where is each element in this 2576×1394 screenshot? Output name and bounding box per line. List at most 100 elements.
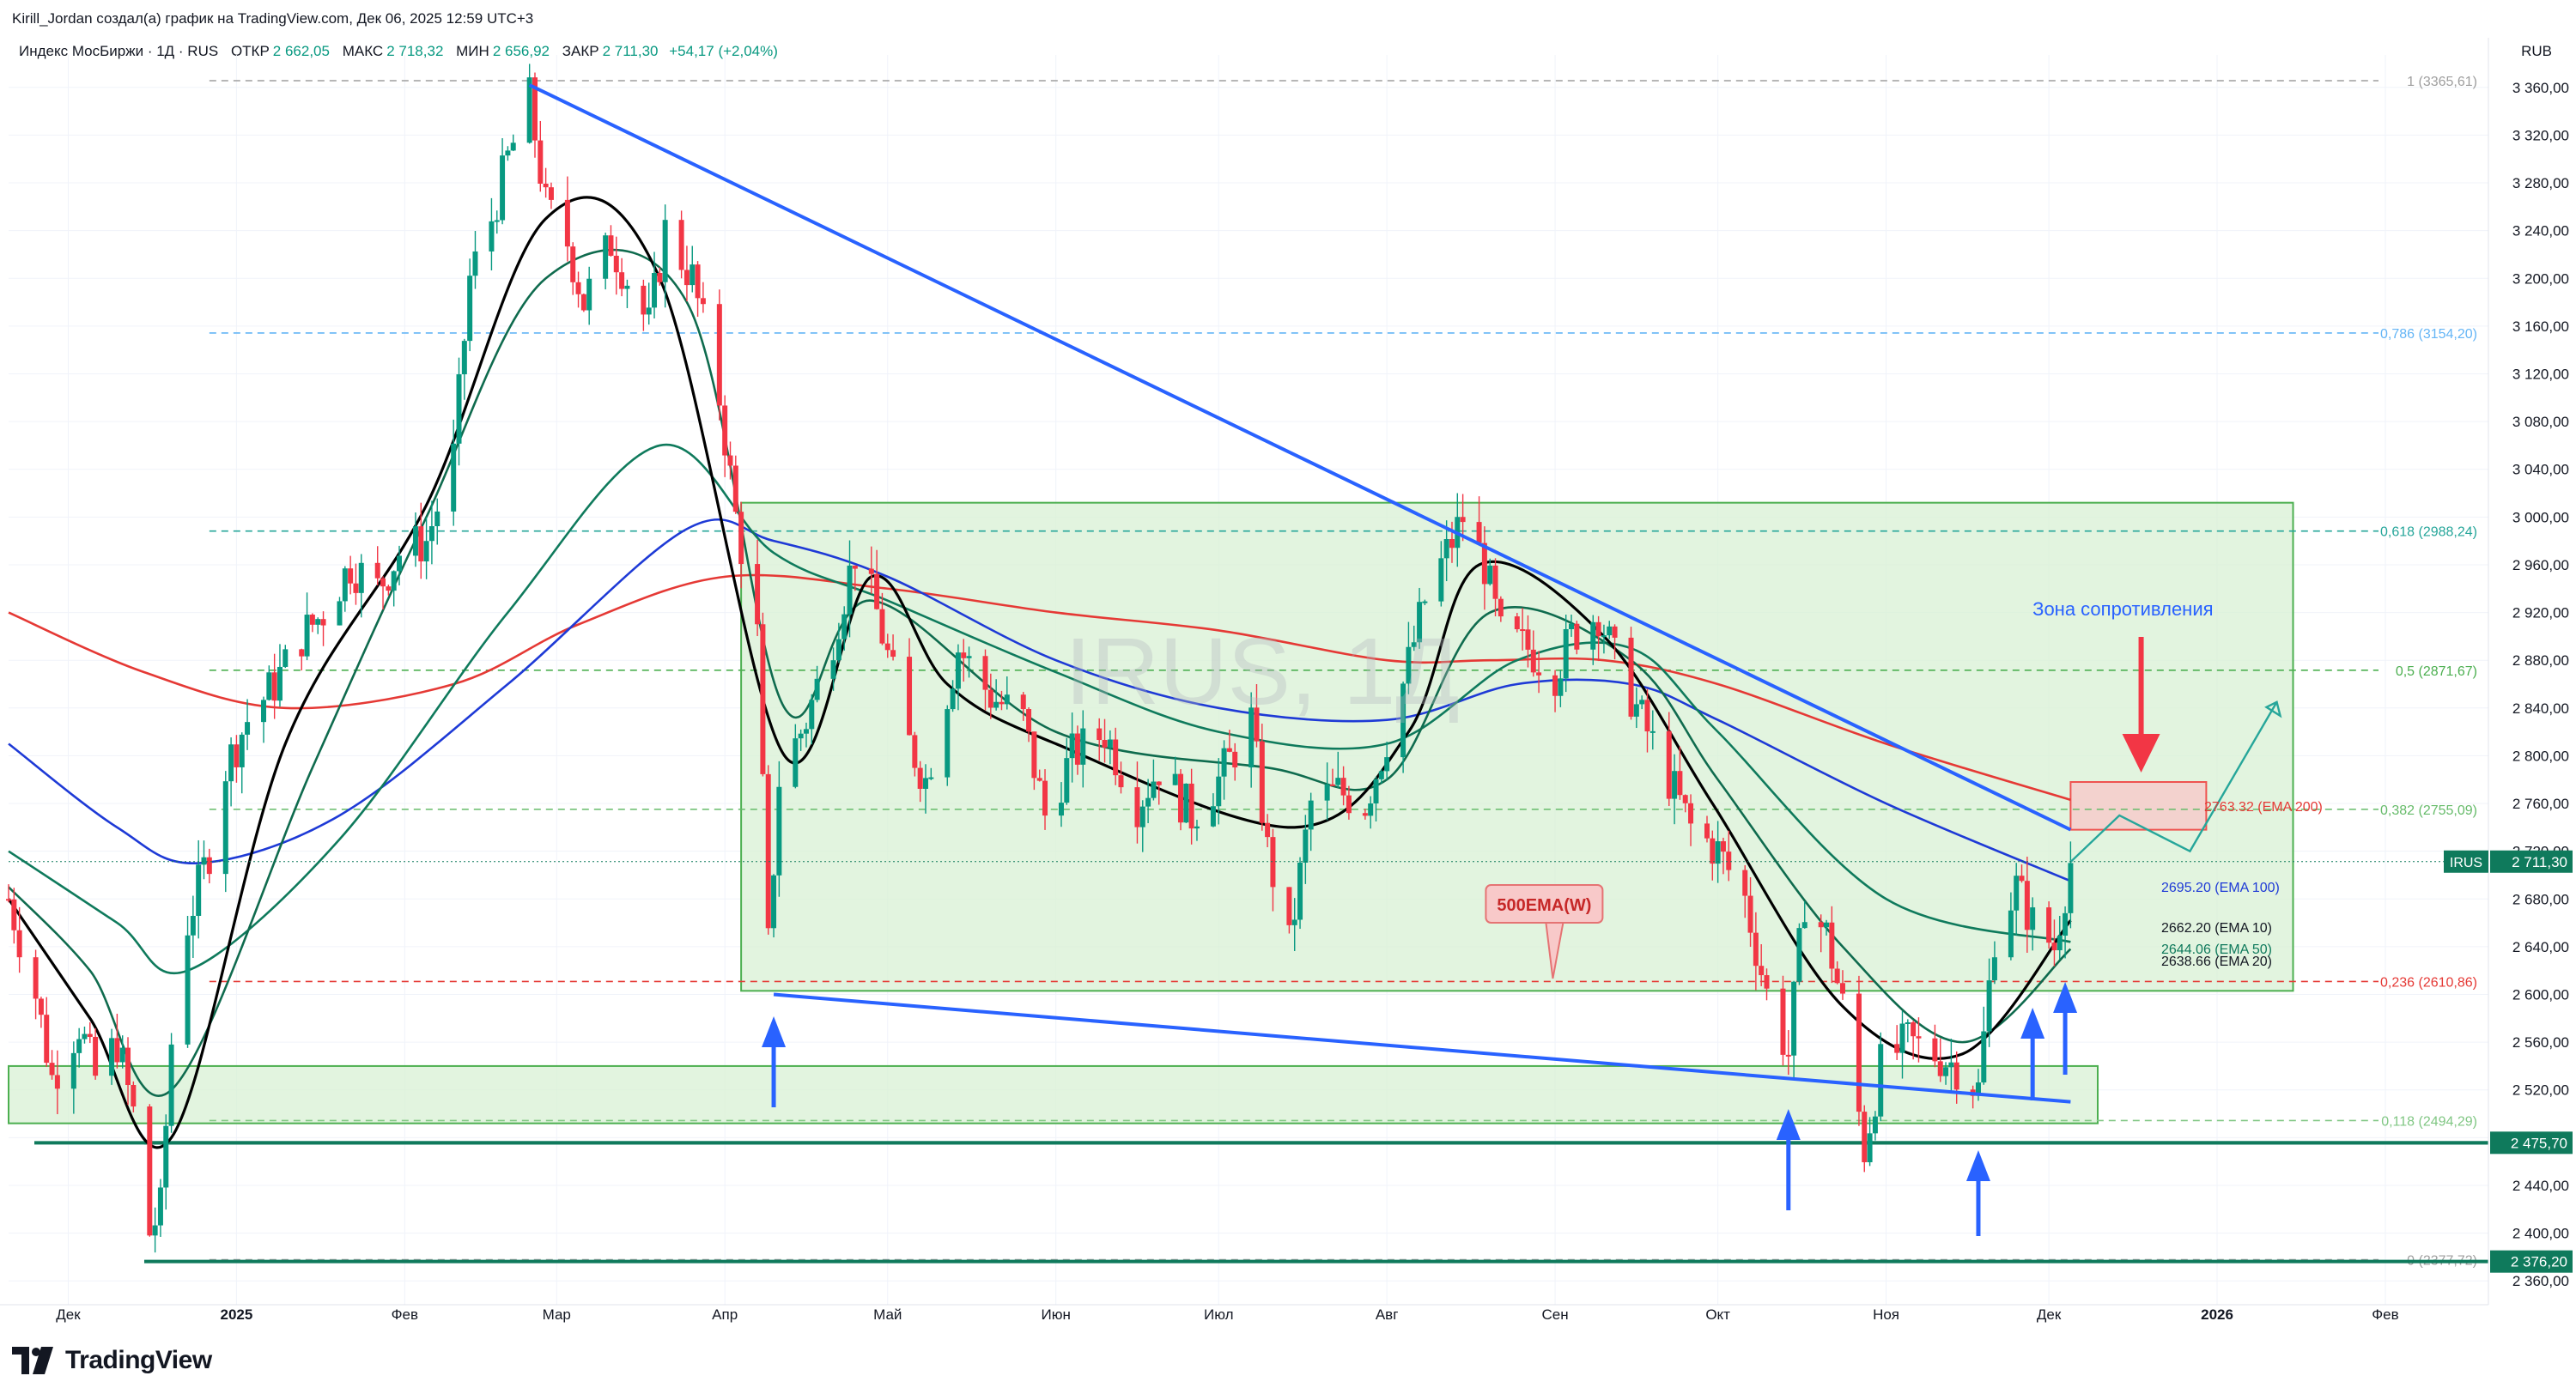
- candle: [1362, 809, 1368, 820]
- candle-body: [570, 246, 576, 282]
- candle: [380, 576, 386, 610]
- candle-body: [1080, 728, 1086, 765]
- candle: [1747, 877, 1753, 948]
- candle-body: [49, 1063, 55, 1076]
- candle-body: [1036, 778, 1042, 781]
- candle: [830, 647, 836, 691]
- candle-body: [1139, 806, 1145, 827]
- candle: [1601, 624, 1607, 654]
- candle-body: [109, 1038, 115, 1076]
- candle-body: [1953, 1062, 1959, 1090]
- candle-body: [1026, 709, 1032, 732]
- candle: [1834, 961, 1840, 985]
- candle-body: [1216, 776, 1222, 807]
- candle-body: [738, 512, 744, 565]
- candle-body: [868, 568, 874, 574]
- candle-body: [1753, 932, 1759, 967]
- candle: [222, 771, 228, 893]
- candle-body: [1991, 957, 1997, 981]
- candle-body: [1074, 733, 1080, 765]
- candle-body: [1151, 781, 1157, 798]
- candle: [299, 648, 305, 671]
- last-price-badge: 2 711,30: [2512, 854, 2567, 870]
- candle-body: [890, 650, 896, 658]
- candle: [917, 761, 923, 803]
- up-arrow-icon: [762, 1016, 787, 1107]
- candle: [852, 565, 858, 591]
- candle: [982, 649, 988, 711]
- candle-body: [771, 875, 777, 929]
- candle: [1595, 615, 1601, 662]
- candle-body: [1058, 803, 1064, 816]
- candle-body: [1031, 731, 1037, 779]
- ema-value-label: 2644.06 (EMA 50): [2161, 942, 2272, 957]
- candle: [586, 266, 592, 325]
- price-axis-tick: 2 840,00: [2512, 700, 2569, 717]
- candle: [1530, 630, 1536, 677]
- candle: [798, 729, 804, 751]
- candle: [304, 592, 310, 661]
- time-axis-tick: Фев: [392, 1306, 418, 1323]
- price-axis-tick: 2 960,00: [2512, 557, 2569, 573]
- candle: [1303, 815, 1309, 884]
- tradingview-brand[interactable]: TradingView: [12, 1346, 212, 1375]
- time-axis-tick: Ноя: [1873, 1306, 1899, 1323]
- close-label: ЗАКР: [562, 43, 599, 59]
- candle: [1172, 756, 1178, 785]
- symbol-name: Индекс МосБиржи · 1Д · RUS: [19, 43, 219, 59]
- candle-body: [1612, 626, 1618, 638]
- candle-body: [580, 294, 586, 311]
- candle: [386, 585, 392, 596]
- candle: [543, 167, 549, 198]
- candle: [1291, 898, 1297, 951]
- candle-body: [1308, 800, 1314, 830]
- candle-body: [1259, 741, 1265, 823]
- candle: [38, 997, 44, 1028]
- candle: [1221, 740, 1227, 800]
- candle: [928, 767, 934, 780]
- ema500-callout-box: [1485, 884, 1604, 924]
- price-axis-tick: 2 640,00: [2512, 939, 2569, 955]
- candle-body: [1362, 813, 1368, 816]
- candle: [1324, 762, 1330, 821]
- candle-body: [131, 1085, 137, 1107]
- candle: [1672, 754, 1678, 825]
- candle-body: [11, 899, 17, 930]
- candle-body: [538, 140, 544, 184]
- high-value: 2 718,32: [386, 43, 444, 59]
- fib-level-label: 0,236 (2610,86): [2380, 975, 2477, 990]
- candle-body: [1720, 841, 1726, 852]
- ema-value-label: 2662.20 (EMA 10): [2161, 921, 2272, 936]
- candle-body: [1981, 1031, 1987, 1083]
- candle-body: [1759, 966, 1765, 976]
- arrow-head: [1965, 1150, 1990, 1181]
- candle-body: [353, 583, 359, 593]
- candle-body: [548, 187, 554, 200]
- candle: [1644, 688, 1650, 753]
- time-axis-tick: Сен: [1541, 1306, 1568, 1323]
- candle-body: [283, 649, 289, 667]
- candle-body: [271, 672, 277, 701]
- candle: [206, 848, 212, 884]
- candle-body: [397, 555, 403, 572]
- time-axis-tick: 2025: [221, 1306, 253, 1323]
- candle-body: [380, 578, 386, 587]
- price-axis-tick: 3 000,00: [2512, 509, 2569, 525]
- candle-body: [309, 615, 315, 625]
- candle: [1368, 796, 1374, 829]
- candle: [428, 500, 434, 565]
- candle: [276, 644, 283, 707]
- candle-body: [575, 282, 581, 294]
- candle: [1986, 958, 1992, 1047]
- candle-body: [1563, 628, 1569, 679]
- candle-body: [1373, 779, 1379, 803]
- candle: [662, 204, 668, 308]
- candle-body: [847, 565, 853, 615]
- candle: [391, 570, 397, 607]
- candle: [1981, 1006, 1987, 1085]
- candle: [1107, 730, 1113, 765]
- candle-body: [722, 405, 728, 456]
- fib-level-label: 0,618 (2988,24): [2380, 525, 2477, 540]
- candle-body: [1595, 621, 1601, 637]
